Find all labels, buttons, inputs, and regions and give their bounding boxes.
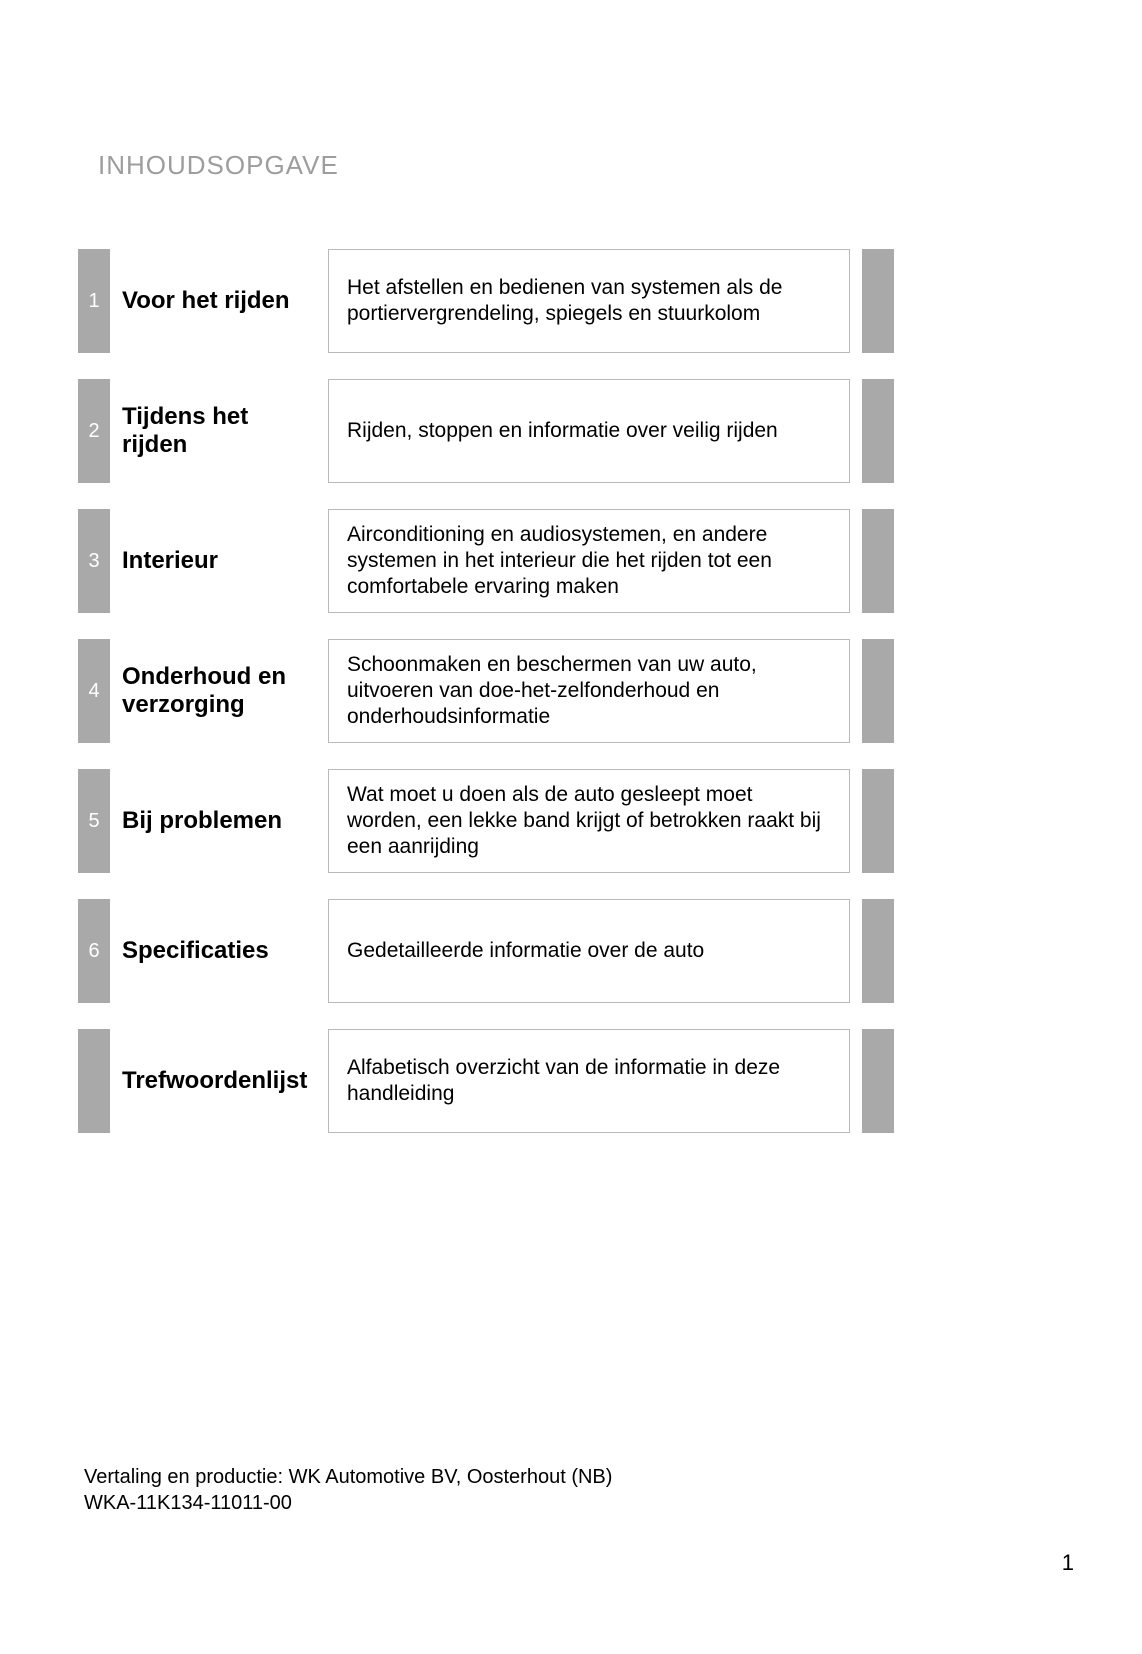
chapter-title: Voor het rijden [110,249,328,353]
chapter-number-tab: 6 [78,899,110,1003]
chapter-number-tab: 5 [78,769,110,873]
right-tab [862,379,894,483]
toc-row: 3 Interieur Airconditioning en audiosyst… [0,509,1142,613]
toc-heading: INHOUDSOPGAVE [98,150,1142,181]
right-tab [862,249,894,353]
chapter-description: Gedetailleerde informatie over de auto [328,899,850,1003]
toc-row: 1 Voor het rijden Het afstellen en bedie… [0,249,1142,353]
chapter-number-tab: 2 [78,379,110,483]
chapter-title: Bij problemen [110,769,328,873]
right-tab [862,1029,894,1133]
toc-row: 4 Onderhoud en verzorging Schoonmaken en… [0,639,1142,743]
chapter-description: Schoonmaken en beschermen van uw auto, u… [328,639,850,743]
toc-row: Trefwoordenlijst Alfabetisch overzicht v… [0,1029,1142,1133]
chapter-number-tab: 3 [78,509,110,613]
chapter-title: Onderhoud en verzorging [110,639,328,743]
toc-row: 5 Bij problemen Wat moet u doen als de a… [0,769,1142,873]
right-tab [862,769,894,873]
right-tab [862,899,894,1003]
toc-row: 6 Specificaties Gedetailleerde informati… [0,899,1142,1003]
toc-row: 2 Tijdens het rijden Rijden, stoppen en … [0,379,1142,483]
chapter-title: Tijdens het rijden [110,379,328,483]
chapter-description: Rijden, stoppen en informatie over veili… [328,379,850,483]
chapter-number-tab [78,1029,110,1133]
chapter-description: Wat moet u doen als de auto gesleept moe… [328,769,850,873]
footer: Vertaling en productie: WK Automotive BV… [84,1464,612,1516]
footer-line-2: WKA-11K134-11011-00 [84,1490,612,1516]
right-tab [862,509,894,613]
chapter-number-tab: 1 [78,249,110,353]
right-tab [862,639,894,743]
chapter-title: Interieur [110,509,328,613]
page-number: 1 [1062,1550,1074,1576]
chapter-description: Alfabetisch overzicht van de informatie … [328,1029,850,1133]
chapter-title: Trefwoordenlijst [110,1029,328,1133]
chapter-description: Het afstellen en bedienen van systemen a… [328,249,850,353]
chapter-number-tab: 4 [78,639,110,743]
chapter-description: Airconditioning en audiosystemen, en and… [328,509,850,613]
chapter-title: Specificaties [110,899,328,1003]
page: INHOUDSOPGAVE 1 Voor het rijden Het afst… [0,0,1142,1654]
footer-line-1: Vertaling en productie: WK Automotive BV… [84,1464,612,1490]
